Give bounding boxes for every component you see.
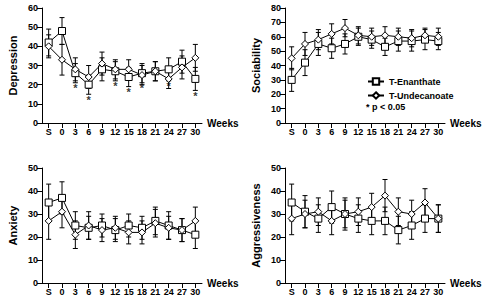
svg-text:40: 40 [28, 186, 38, 196]
svg-text:9: 9 [342, 287, 347, 297]
svg-text:3: 3 [316, 127, 321, 137]
svg-text:Weeks: Weeks [207, 118, 239, 129]
svg-text:*: * [140, 82, 145, 94]
svg-text:* p < 0.05: * p < 0.05 [366, 102, 405, 112]
svg-text:20: 20 [271, 232, 281, 242]
svg-text:20: 20 [28, 80, 38, 90]
svg-text:S: S [46, 287, 52, 297]
svg-text:S: S [289, 127, 295, 137]
svg-text:Depression: Depression [7, 35, 19, 95]
svg-text:*: * [167, 80, 172, 92]
svg-text:S: S [289, 287, 295, 297]
svg-text:24: 24 [164, 127, 174, 137]
svg-text:Weeks: Weeks [207, 278, 239, 289]
svg-text:12: 12 [110, 127, 120, 137]
svg-text:30: 30 [271, 209, 281, 219]
svg-text:Sociability: Sociability [250, 37, 262, 93]
svg-text:10: 10 [28, 255, 38, 265]
svg-text:0: 0 [302, 127, 307, 137]
svg-text:10: 10 [271, 255, 281, 265]
svg-text:30: 30 [28, 61, 38, 71]
svg-text:9: 9 [99, 127, 104, 137]
svg-text:6: 6 [329, 287, 334, 297]
svg-text:30: 30 [271, 75, 281, 85]
svg-text:0: 0 [59, 127, 64, 137]
svg-text:9: 9 [342, 127, 347, 137]
svg-text:60: 60 [28, 3, 38, 13]
svg-text:0: 0 [33, 278, 38, 288]
svg-text:*: * [87, 94, 92, 106]
svg-text:6: 6 [86, 287, 91, 297]
svg-text:50: 50 [28, 163, 38, 173]
svg-text:S: S [46, 127, 52, 137]
svg-text:30: 30 [433, 127, 443, 137]
svg-text:27: 27 [177, 287, 187, 297]
svg-text:18: 18 [137, 287, 147, 297]
svg-text:21: 21 [393, 287, 403, 297]
svg-text:15: 15 [367, 287, 377, 297]
svg-text:6: 6 [329, 127, 334, 137]
svg-text:50: 50 [271, 46, 281, 56]
svg-text:30: 30 [433, 287, 443, 297]
svg-text:30: 30 [28, 209, 38, 219]
svg-text:0: 0 [276, 118, 281, 128]
svg-text:18: 18 [380, 127, 390, 137]
svg-text:9: 9 [99, 287, 104, 297]
svg-text:*: * [127, 86, 132, 98]
svg-text:24: 24 [164, 287, 174, 297]
svg-text:40: 40 [271, 186, 281, 196]
svg-text:15: 15 [367, 127, 377, 137]
svg-text:27: 27 [177, 127, 187, 137]
svg-text:70: 70 [271, 17, 281, 27]
svg-text:*: * [73, 82, 78, 94]
svg-text:0: 0 [302, 287, 307, 297]
svg-text:20: 20 [28, 232, 38, 242]
svg-text:3: 3 [73, 127, 78, 137]
svg-text:21: 21 [393, 127, 403, 137]
svg-text:T-Undecanoate: T-Undecanoate [389, 91, 454, 101]
svg-text:27: 27 [420, 127, 430, 137]
svg-text:3: 3 [73, 287, 78, 297]
svg-text:0: 0 [59, 287, 64, 297]
svg-text:20: 20 [271, 89, 281, 99]
svg-text:80: 80 [271, 3, 281, 13]
svg-text:12: 12 [110, 287, 120, 297]
svg-text:Weeks: Weeks [450, 278, 482, 289]
svg-text:50: 50 [271, 163, 281, 173]
svg-text:12: 12 [353, 287, 363, 297]
svg-text:40: 40 [28, 41, 38, 51]
svg-text:40: 40 [271, 61, 281, 71]
svg-text:15: 15 [124, 287, 134, 297]
svg-text:*: * [113, 80, 118, 92]
svg-text:50: 50 [28, 22, 38, 32]
svg-text:0: 0 [33, 118, 38, 128]
svg-text:30: 30 [190, 287, 200, 297]
svg-text:27: 27 [420, 287, 430, 297]
svg-text:10: 10 [271, 104, 281, 114]
svg-text:24: 24 [407, 127, 417, 137]
svg-text:10: 10 [28, 99, 38, 109]
svg-text:21: 21 [150, 287, 160, 297]
svg-text:*: * [193, 90, 198, 102]
svg-text:0: 0 [276, 278, 281, 288]
svg-text:12: 12 [353, 127, 363, 137]
svg-text:60: 60 [271, 32, 281, 42]
svg-text:Anxiety: Anxiety [7, 205, 19, 246]
svg-text:T-Enanthate: T-Enanthate [389, 77, 441, 87]
svg-text:6: 6 [86, 127, 91, 137]
svg-text:15: 15 [124, 127, 134, 137]
svg-text:Aggressiveness: Aggressiveness [250, 183, 262, 267]
svg-text:21: 21 [150, 127, 160, 137]
svg-text:30: 30 [190, 127, 200, 137]
svg-text:3: 3 [316, 287, 321, 297]
svg-text:Weeks: Weeks [450, 118, 482, 129]
svg-text:18: 18 [137, 127, 147, 137]
svg-text:24: 24 [407, 287, 417, 297]
svg-text:18: 18 [380, 287, 390, 297]
